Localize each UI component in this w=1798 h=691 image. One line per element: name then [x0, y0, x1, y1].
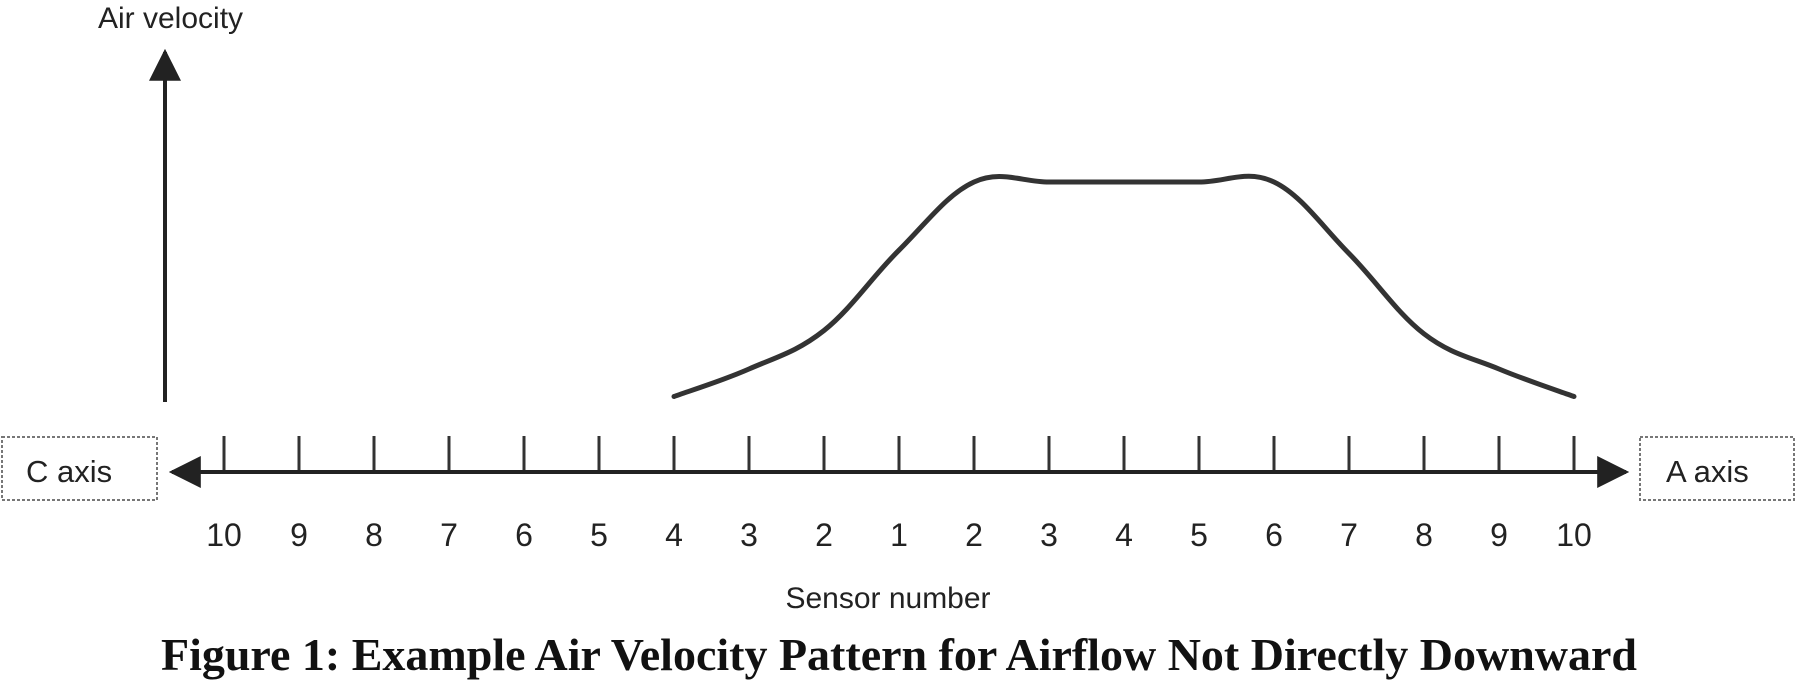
series-layer [671, 173, 1577, 399]
y-axis-label: Air velocity [98, 2, 243, 35]
figure-caption: Figure 1: Example Air Velocity Pattern f… [160, 629, 1638, 680]
velocity-series-line [671, 173, 1577, 399]
x-ticks [222, 436, 1576, 470]
a-axis-box: A axis [1639, 436, 1795, 501]
x-tick-label: 6 [1265, 517, 1283, 553]
x-tick-label: 9 [1490, 517, 1508, 553]
x-tick-labels: 10 9 8 7 6 5 4 3 2 1 2 3 4 5 6 7 8 9 10 [206, 517, 1592, 553]
c-axis-label: C axis [26, 454, 112, 489]
x-tick-label: 9 [290, 517, 308, 553]
x-tick-label: 10 [206, 517, 242, 553]
x-tick-label: 7 [440, 517, 458, 553]
x-tick-label: 4 [1115, 517, 1133, 553]
x-tick-label: 8 [1415, 517, 1433, 553]
x-tick-label: 3 [1040, 517, 1058, 553]
c-axis-box: C axis [1, 436, 158, 501]
x-tick-label: 2 [815, 517, 833, 553]
a-axis-label: A axis [1666, 454, 1749, 489]
x-tick-label: 10 [1556, 517, 1592, 553]
air-velocity-chart: Air velocity C axis A axis 10 9 8 7 6 5 4 3 2 1 2 3… [1, 2, 1795, 615]
x-tick-label: 3 [740, 517, 758, 553]
x-tick-label: 1 [890, 517, 908, 553]
x-tick-label: 5 [590, 517, 608, 553]
x-tick-label: 7 [1340, 517, 1358, 553]
x-tick-label: 8 [365, 517, 383, 553]
x-axis-label: Sensor number [785, 582, 990, 615]
x-tick-label: 6 [515, 517, 533, 553]
x-tick-label: 4 [665, 517, 683, 553]
x-tick-label: 5 [1190, 517, 1208, 553]
x-tick-label: 2 [965, 517, 983, 553]
